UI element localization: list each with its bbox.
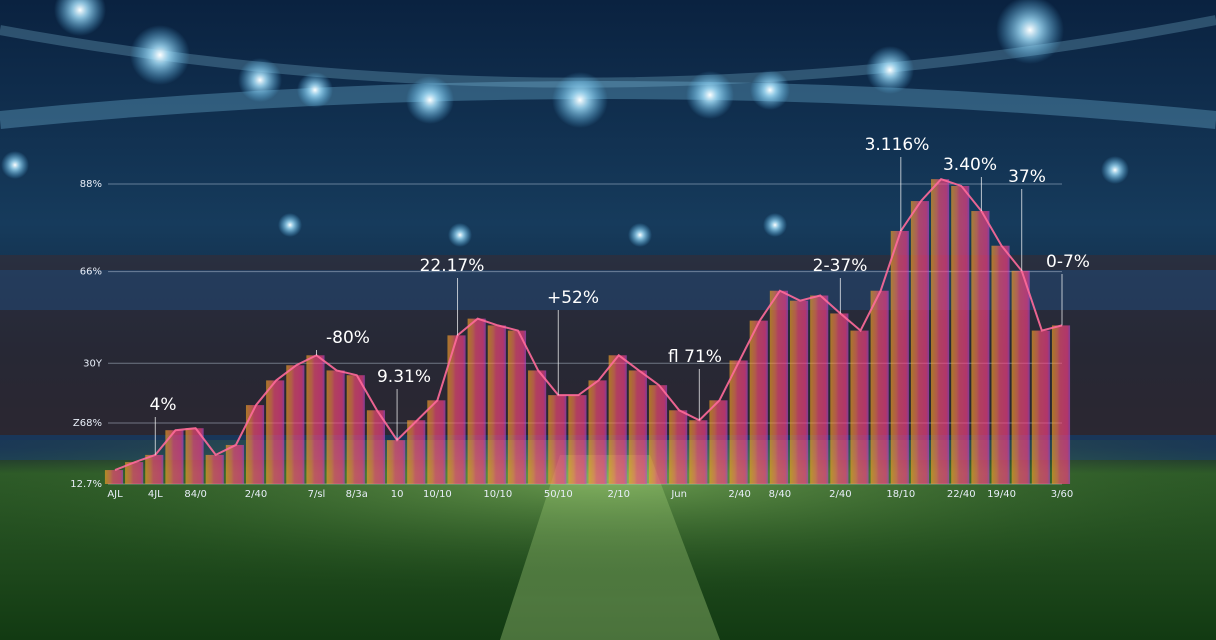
y-tick-label: 66% [80,267,102,278]
bar [669,410,688,484]
x-tick-label: 84/0 [184,489,206,500]
bar [689,420,708,484]
bar [608,355,627,484]
bar [447,335,466,484]
bar [407,420,426,484]
x-tick-label: Jun [670,489,687,500]
x-tick-label: 7/sl [308,489,326,500]
bar [165,430,184,484]
annotation: 2-37% [813,256,868,276]
x-tick-label: 10/10 [423,489,452,500]
bar [769,290,788,484]
y-tick-label: Z68% [73,418,102,429]
bar [487,325,506,484]
bar [910,201,930,484]
x-tick-label: 8/40 [769,489,791,500]
x-tick-label: 2/40 [245,489,267,500]
bar [326,370,345,484]
annotation: 9.31% [377,367,431,387]
bar [528,370,547,484]
bar [588,380,607,484]
x-tick-label: AJL [107,489,123,500]
bar [145,454,164,484]
bar [185,428,204,484]
x-tick-label: 2/40 [728,489,750,500]
x-tick-label: 2/10 [607,489,629,500]
bar [1051,325,1071,484]
x-tick-label: 2/40 [829,489,851,500]
y-tick-label: 12.7% [70,479,102,490]
bar [507,330,527,484]
x-tick-label: 10 [391,489,404,500]
bar [568,395,587,484]
bar [789,300,809,484]
bar [729,360,748,484]
bar [991,245,1010,484]
bar [810,295,829,484]
bar [648,385,668,484]
x-tick-label: 19/40 [987,489,1016,500]
bar [971,211,990,485]
bar [628,370,647,484]
bar [870,290,889,484]
annotation: 37% [1008,167,1046,187]
bar [306,355,325,484]
annotation: 3.116% [865,135,930,155]
bar [1031,330,1050,484]
x-tick-label: 22/40 [947,489,976,500]
bar [709,400,728,484]
area-bars [104,179,1071,485]
y-tick-label: 88% [80,179,102,190]
bar [931,179,950,484]
area-outline [114,178,1063,471]
bar [890,230,909,484]
bar [427,400,446,484]
bar [467,318,486,484]
bar [387,440,406,484]
bar [104,470,124,484]
bar [850,330,869,484]
bar [1011,270,1030,484]
x-tick-label: 18/10 [886,489,915,500]
annotation: 4% [150,395,177,415]
bar [266,380,285,484]
x-tick-label: 4JL [148,489,163,500]
bar [749,320,768,484]
x-tick-label: 50/10 [544,489,573,500]
bar [951,185,970,485]
bar [548,395,567,484]
x-tick-label: 10/10 [483,489,512,500]
annotation: 0-7% [1046,252,1090,272]
bar [245,405,265,484]
bar [366,410,385,484]
annotation: fl 71% [668,347,722,367]
bar [125,462,144,484]
x-tick-label: 8/3a [346,489,368,500]
bar [225,444,244,484]
annotation: 3.40% [943,155,997,175]
bar [286,365,305,484]
annotation: 22.17% [420,256,485,276]
bar [830,313,849,484]
bar [346,375,365,484]
annotation: -80% [326,328,370,348]
x-tick-label: 3/60 [1051,489,1073,500]
bar [205,454,224,484]
annotation: +52% [547,288,599,308]
y-tick-label: 30Y [83,358,103,369]
